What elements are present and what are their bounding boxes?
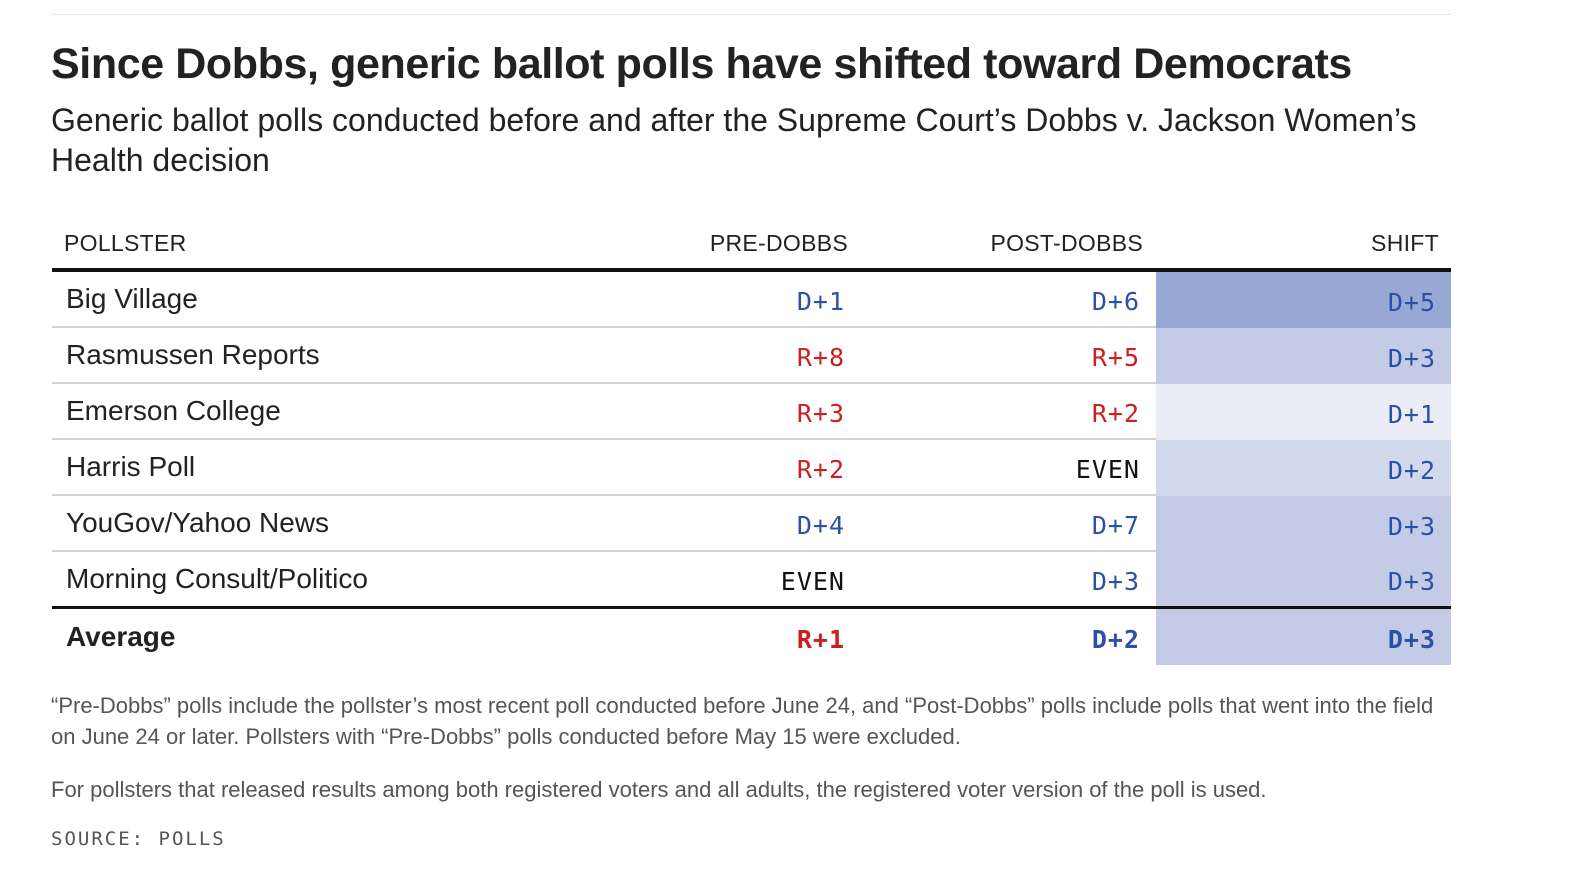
- shift-value: D+1: [1387, 399, 1436, 429]
- shift-cell: D+3: [1156, 328, 1451, 384]
- table-row: Emerson College R+3 R+2 D+1: [52, 384, 1451, 440]
- pollster-name: Harris Poll: [66, 451, 196, 482]
- shift-value: D+3: [1387, 624, 1436, 654]
- footnote-registered-voters: For pollsters that released results amon…: [51, 777, 1267, 802]
- shift-value: D+3: [1387, 566, 1436, 596]
- post-dobbs-value: R+2: [1091, 398, 1140, 428]
- post-dobbs-value: D+7: [1091, 510, 1140, 540]
- pollster-name: Big Village: [66, 283, 198, 314]
- pollster-name: Morning Consult/Politico: [66, 563, 368, 594]
- pre-dobbs-value: D+1: [796, 286, 845, 316]
- column-header-pollster: POLLSTER: [64, 230, 187, 256]
- post-dobbs-value: D+2: [1091, 624, 1140, 654]
- column-header-shift: SHIFT: [1371, 230, 1439, 256]
- table-row: Rasmussen Reports R+8 R+5 D+3: [52, 328, 1451, 384]
- post-dobbs-value: R+5: [1091, 342, 1140, 372]
- shift-cell: D+3: [1156, 552, 1451, 606]
- table-header: POLLSTER PRE-DOBBS POST-DOBBS SHIFT: [52, 222, 1451, 272]
- average-label: Average: [66, 621, 176, 652]
- shift-cell: D+3: [1156, 496, 1451, 552]
- shift-value: D+3: [1387, 343, 1436, 373]
- shift-value: D+5: [1387, 287, 1436, 317]
- shift-cell: D+2: [1156, 440, 1451, 496]
- post-dobbs-value: D+3: [1091, 566, 1140, 596]
- average-row: Average R+1 D+2 D+3: [52, 609, 1451, 665]
- post-dobbs-value: D+6: [1091, 286, 1140, 316]
- column-header-post-dobbs: POST-DOBBS: [990, 230, 1143, 256]
- pre-dobbs-value: R+1: [796, 624, 845, 654]
- table-body: Big Village D+1 D+6 D+5 Rasmussen Reports R+8…: [52, 272, 1451, 665]
- shift-cell: D+3: [1156, 609, 1451, 665]
- table-row: Morning Consult/Politico EVEN D+3 D+3: [52, 552, 1451, 609]
- pre-dobbs-value: R+8: [796, 342, 845, 372]
- column-header-pre-dobbs: PRE-DOBBS: [709, 230, 848, 256]
- chart-subtitle: Generic ballot polls conducted before an…: [51, 102, 1417, 178]
- chart-title: Since Dobbs, generic ballot polls have s…: [51, 40, 1352, 88]
- source-label: SOURCE: POLLS: [51, 828, 226, 850]
- pollster-name: Rasmussen Reports: [66, 339, 320, 370]
- top-divider: [52, 14, 1451, 15]
- pre-dobbs-value: D+4: [796, 510, 845, 540]
- pollster-name: YouGov/Yahoo News: [66, 507, 330, 538]
- footnote-methodology: “Pre-Dobbs” polls include the pollster’s…: [51, 693, 1434, 749]
- shift-cell: D+1: [1156, 384, 1451, 440]
- shift-cell: D+5: [1156, 272, 1451, 328]
- pre-dobbs-value: R+3: [796, 398, 845, 428]
- poll-table: POLLSTER PRE-DOBBS POST-DOBBS SHIFT Big …: [52, 222, 1451, 665]
- shift-value: D+3: [1387, 511, 1436, 541]
- table-row: Big Village D+1 D+6 D+5: [52, 272, 1451, 328]
- pre-dobbs-value: R+2: [796, 454, 845, 484]
- table-row: YouGov/Yahoo News D+4 D+7 D+3: [52, 496, 1451, 552]
- pre-dobbs-value: EVEN: [780, 566, 845, 596]
- shift-value: D+2: [1387, 455, 1436, 485]
- table-row: Harris Poll R+2 EVEN D+2: [52, 440, 1451, 496]
- pollster-name: Emerson College: [66, 395, 281, 426]
- post-dobbs-value: EVEN: [1075, 454, 1140, 484]
